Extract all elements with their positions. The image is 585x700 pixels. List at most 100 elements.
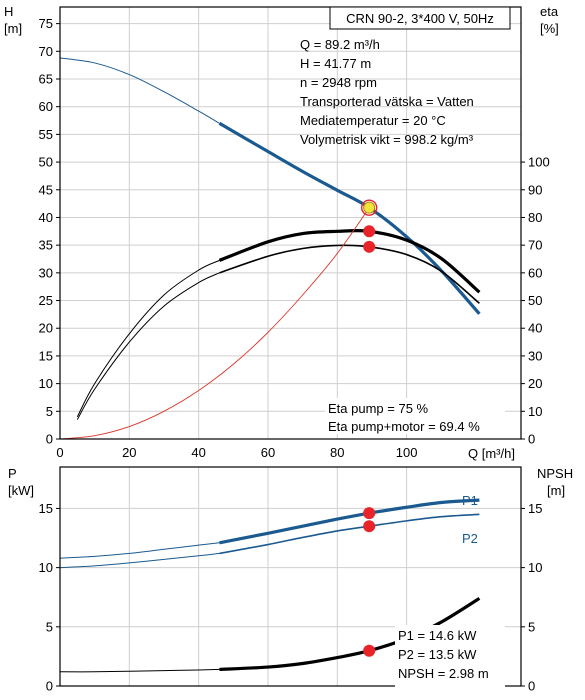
power-chart-frame: [59, 466, 522, 687]
series-eta-pump-outside-range: [76, 259, 220, 418]
y-label-left-p-unit: [kW]: [8, 483, 34, 498]
y-tick-left-75: 75: [39, 16, 53, 31]
head-efficiency-chart: 0 20 40 60 80 1000510152025303540455055606570…: [4, 4, 559, 461]
head-chart-series: [59, 57, 481, 440]
y-tick-left-70: 70: [39, 44, 53, 59]
y-label-right-eta-unit: [%]: [540, 21, 559, 36]
y-tick-left-5: 5: [46, 404, 53, 419]
y-tick-right-10: 10: [528, 404, 542, 419]
y-label-left-h: H: [4, 4, 13, 19]
info-p2: P2 = 13.5 kW: [398, 647, 477, 662]
info-npsh: NPSH = 2.98 m: [398, 666, 489, 681]
info-eta-pump-motor: Eta pump+motor = 69.4 %: [328, 419, 480, 434]
x-tick-100: 100: [396, 445, 418, 460]
power-chart-series: [59, 498, 481, 673]
head-chart-grid: [60, 7, 521, 439]
y-tick-left-15: 15: [39, 348, 53, 363]
y-tick-right-80: 80: [528, 210, 542, 225]
head-chart-points: [360, 199, 378, 253]
duty-info-block: Q = 89.2 m³/h H = 41.77 m n = 2948 rpm T…: [300, 37, 474, 147]
y-tick-left-40: 40: [39, 210, 53, 225]
point-p2: [363, 520, 376, 533]
series-eta-pump-motor-operating-range: [219, 244, 480, 304]
info-eta-pump: Eta pump = 75 %: [328, 401, 429, 416]
y-tick-left-50: 50: [39, 155, 53, 170]
y-label-left-p: P: [8, 466, 17, 481]
y-label-right-eta: eta: [540, 4, 559, 19]
y-label-right-npsh-unit: [m]: [547, 483, 565, 498]
power-chart-grid: [60, 467, 521, 686]
y-tick-right-90: 90: [528, 182, 542, 197]
series-eta-pump-motor-outside-range: [76, 272, 220, 420]
info-p1: P1 = 14.6 kW: [398, 628, 477, 643]
y-tick-npsh-10: 10: [528, 560, 542, 575]
y-tick-left-20: 20: [39, 321, 53, 336]
y-tick-right-0: 0: [528, 432, 535, 447]
series-p1-operating-range: [219, 498, 480, 545]
x-tick-80: 80: [330, 445, 344, 460]
power-chart-points: [363, 507, 376, 657]
y-tick-right-20: 20: [528, 376, 542, 391]
info-temperature: Mediatemperatur = 20 °C: [300, 113, 446, 128]
y-label-right-npsh: NPSH: [537, 466, 573, 481]
y-tick-right-100: 100: [528, 155, 550, 170]
y-tick-p-10: 10: [39, 560, 53, 575]
y-tick-p-15: 15: [39, 501, 53, 516]
y-tick-npsh-15: 15: [528, 501, 542, 516]
info-liquid: Transporterad vätska = Vatten: [300, 94, 474, 109]
y-tick-left-25: 25: [39, 293, 53, 308]
title-box: [329, 6, 511, 30]
point-p1: [363, 507, 376, 520]
series-h-outside-range: [59, 57, 220, 124]
info-flow: Q = 89.2 m³/h: [300, 37, 380, 52]
point-npsh: [363, 644, 376, 657]
series-eta-q-h: [59, 207, 370, 440]
series-npsh-outside-range: [59, 668, 220, 673]
power-chart-ticks: 0 5 10 15 0 5 10 15: [39, 501, 543, 694]
series-label-p2: P2: [462, 531, 478, 546]
y-tick-p-0: 0: [46, 679, 53, 694]
x-tick-40: 40: [191, 445, 205, 460]
x-tick-20: 20: [122, 445, 136, 460]
power-info-background: [395, 625, 505, 687]
info-speed: n = 2948 rpm: [300, 75, 377, 90]
y-tick-left-0: 0: [46, 432, 53, 447]
info-head: H = 41.77 m: [300, 56, 371, 71]
point-eta-pump-motor: [363, 240, 376, 253]
y-tick-left-45: 45: [39, 182, 53, 197]
series-p2-outside-range: [59, 552, 220, 569]
y-tick-right-30: 30: [528, 348, 542, 363]
y-tick-right-70: 70: [528, 238, 542, 253]
head-chart-ticks: 0 20 40 60 80 1000510152025303540455055606570…: [39, 16, 550, 460]
info-density: Volymetrisk vikt = 998.2 kg/m³: [300, 132, 474, 147]
head-chart-frame: [59, 6, 522, 440]
chart-title: CRN 90-2, 3*400 V, 50Hz: [346, 11, 494, 26]
y-tick-right-50: 50: [528, 293, 542, 308]
series-eta-pump-operating-range: [218, 228, 481, 294]
x-axis-label: Q [m³/h]: [468, 446, 515, 461]
y-tick-left-65: 65: [39, 72, 53, 87]
point-eta-pump: [363, 225, 376, 238]
y-tick-left-55: 55: [39, 127, 53, 142]
power-npsh-chart: 0 5 10 15 0 5 10 15 P [kW] NPSH [m] P1 P2 P1 = …: [8, 466, 573, 694]
duty-point-marker: [363, 201, 376, 214]
series-p2-operating-range: [219, 513, 480, 555]
series-h-operating-range: [218, 121, 481, 315]
x-tick-60: 60: [261, 445, 275, 460]
y-tick-right-40: 40: [528, 321, 542, 336]
y-label-left-h-unit: [m]: [4, 21, 22, 36]
y-tick-right-60: 60: [528, 265, 542, 280]
series-npsh-operating-range: [219, 597, 481, 672]
eta-info-background: [325, 398, 505, 434]
y-tick-npsh-0: 0: [528, 679, 535, 694]
y-tick-left-10: 10: [39, 376, 53, 391]
x-tick-0: 0: [56, 445, 63, 460]
series-p1-outside-range: [59, 542, 220, 559]
y-tick-left-35: 35: [39, 238, 53, 253]
duty-point-ring: [360, 199, 378, 216]
y-tick-left-60: 60: [39, 99, 53, 114]
series-label-p1: P1: [462, 493, 478, 508]
y-tick-npsh-5: 5: [528, 619, 535, 634]
y-tick-p-5: 5: [46, 619, 53, 634]
